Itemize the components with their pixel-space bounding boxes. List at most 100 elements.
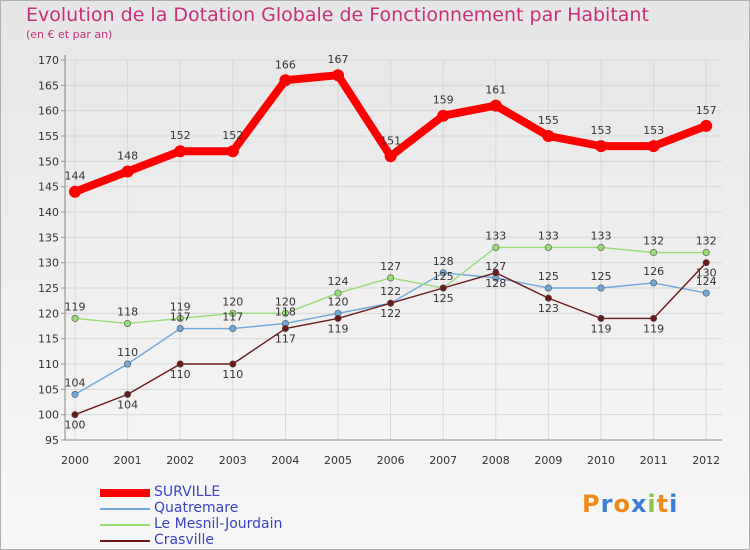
chart-subtitle: (en € et par an) — [26, 28, 113, 41]
data-label: 118 — [275, 305, 296, 318]
data-label: 125 — [433, 270, 454, 283]
y-tick-label: 170 — [38, 54, 59, 67]
data-label: 122 — [380, 285, 401, 298]
data-label: 130 — [696, 267, 717, 280]
data-label: 132 — [696, 235, 717, 248]
data-label: 119 — [328, 322, 349, 335]
data-point — [647, 140, 660, 153]
data-label: 153 — [591, 124, 612, 137]
data-label: 133 — [538, 229, 559, 242]
y-tick-label: 150 — [38, 155, 59, 168]
legend-label: Crasville — [154, 532, 214, 548]
x-tick-label: 2010 — [587, 454, 615, 467]
data-point — [332, 69, 344, 82]
data-label: 155 — [538, 114, 559, 127]
data-label: 119 — [170, 300, 191, 313]
data-label: 161 — [485, 84, 506, 97]
data-label: 110 — [222, 368, 243, 381]
data-point — [542, 130, 555, 142]
data-point — [176, 314, 184, 322]
y-tick-label: 155 — [38, 130, 59, 143]
legend-label: Quatremare — [154, 500, 239, 516]
y-tick-label: 100 — [38, 409, 59, 422]
data-point — [544, 294, 552, 302]
y-tick-label: 165 — [38, 79, 59, 92]
y-tick-label: 125 — [38, 282, 59, 295]
data-point — [387, 299, 395, 307]
axes: 95 100 105 110 115 120 125 130 135 140 145 150 155 16… — [38, 54, 722, 467]
y-tick-label: 105 — [38, 383, 59, 396]
data-point — [439, 284, 447, 292]
data-point — [281, 325, 289, 333]
data-label: 153 — [643, 124, 664, 137]
data-label: 122 — [380, 307, 401, 320]
data-label: 167 — [328, 53, 349, 66]
x-tick-label: 2000 — [61, 454, 89, 467]
y-tick-label: 115 — [38, 333, 59, 346]
x-tick-label: 2002 — [166, 454, 194, 467]
data-point — [226, 145, 239, 158]
data-point — [437, 109, 450, 122]
data-label: 133 — [485, 229, 506, 242]
data-point — [439, 269, 447, 277]
data-point — [71, 411, 79, 419]
data-label: 126 — [643, 265, 664, 278]
data-label: 127 — [380, 260, 401, 273]
data-point — [492, 243, 500, 251]
data-point — [702, 259, 710, 267]
data-label: 157 — [696, 104, 717, 117]
x-tick-label: 2006 — [377, 454, 405, 467]
data-label: 117 — [222, 311, 243, 324]
data-point — [121, 165, 134, 178]
data-label: 151 — [380, 134, 401, 147]
x-tick-label: 2008 — [482, 454, 510, 467]
data-label: 124 — [328, 275, 349, 288]
data-point — [700, 119, 713, 132]
data-point — [229, 360, 237, 368]
data-labels: 144 148 152 152 166 167 151 159 161 155 153 153 157 1… — [65, 53, 717, 431]
legend-label: Le Mesnil-Jourdain — [154, 516, 283, 532]
data-label: 148 — [117, 149, 138, 162]
legend-swatch — [100, 540, 150, 542]
data-point — [229, 309, 237, 317]
data-label: 120 — [222, 295, 243, 308]
data-label: 132 — [643, 235, 664, 248]
y-tick-label: 160 — [38, 105, 59, 118]
data-point — [702, 289, 710, 297]
data-point — [387, 274, 395, 282]
x-tick-label: 2007 — [429, 454, 457, 467]
legend-swatch — [100, 524, 150, 526]
data-point — [176, 325, 184, 333]
x-tick-label: 2004 — [271, 454, 299, 467]
data-point — [489, 99, 502, 112]
x-tick-label: 2001 — [114, 454, 142, 467]
data-label: 128 — [433, 255, 454, 268]
data-point — [650, 279, 658, 287]
y-tick-label: 120 — [38, 307, 59, 320]
x-tick-label: 2005 — [324, 454, 352, 467]
x-tick-label: 2003 — [219, 454, 247, 467]
data-label: 120 — [275, 295, 296, 308]
x-tick-label: 2009 — [534, 454, 562, 467]
data-label: 127 — [485, 260, 506, 273]
data-point — [229, 325, 237, 333]
data-label: 125 — [591, 270, 612, 283]
chart-title: Evolution de la Dotation Globale de Fonc… — [26, 4, 649, 26]
data-point — [650, 249, 658, 257]
data-point — [702, 249, 710, 257]
y-tick-label: 130 — [38, 257, 59, 270]
grid-lines — [65, 59, 722, 441]
legend-swatch — [100, 508, 150, 510]
legend-label: SURVILLE — [154, 484, 221, 500]
data-point — [124, 360, 132, 368]
data-point — [544, 243, 552, 251]
data-label: 119 — [591, 322, 612, 335]
data-point — [279, 74, 292, 87]
data-point — [334, 289, 342, 297]
data-label: 117 — [170, 311, 191, 324]
data-point — [597, 314, 605, 322]
data-point — [124, 319, 132, 327]
y-tick-label: 140 — [38, 206, 59, 219]
data-point — [69, 185, 81, 198]
